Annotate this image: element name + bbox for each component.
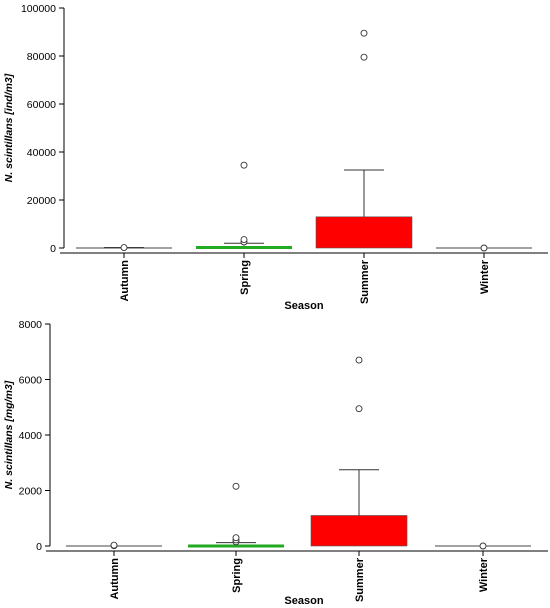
outlier-point [360, 29, 368, 37]
box-autumn [66, 541, 162, 550]
x-tick-label: Spring [239, 260, 251, 295]
y-tick-label: 40000 [27, 147, 56, 159]
y-tick-label: 4000 [19, 430, 43, 442]
x-axis-title: Season [284, 300, 323, 312]
y-tick-label: 100000 [21, 3, 56, 15]
x-tick-label: Winter [478, 557, 490, 592]
y-axis-title: N. scintillans [ind/m3] [3, 73, 15, 182]
x-tick-label: Autumn [109, 558, 121, 600]
box-spring [196, 161, 292, 250]
x-tick-label: Spring [231, 558, 243, 593]
outlier-point [240, 236, 248, 244]
chart-panel-biomass: 0 2000 4000 6000 8000 N. scintillans [mg/m3] A… [3, 319, 548, 607]
x-axis-title: Season [284, 595, 323, 607]
x-tick-label: Winter [479, 259, 491, 294]
y-tick-label: 2000 [19, 486, 43, 498]
box-winter [436, 244, 532, 252]
outlier-point [355, 356, 363, 364]
y-tick-label: 8000 [19, 319, 43, 331]
chart-panel-abundance: 0 20000 40000 60000 80000 100000 N. scintillan… [3, 3, 548, 312]
box-summer [310, 356, 408, 547]
y-tick-label: 0 [36, 541, 42, 553]
box-spring [188, 482, 284, 548]
outlier-point [479, 542, 487, 550]
outlier-point [480, 244, 488, 252]
outlier-point [120, 244, 128, 251]
y-tick-label: 60000 [27, 99, 56, 111]
y-tick-label: 6000 [19, 375, 43, 387]
y-tick-label: 80000 [27, 51, 56, 63]
x-tick-label: Autumn [119, 260, 131, 302]
y-tick-label: 0 [50, 243, 56, 255]
box-winter [435, 542, 531, 550]
outlier-point [110, 541, 118, 549]
outlier-point [360, 53, 368, 61]
outlier-point [240, 161, 248, 169]
box-body [315, 216, 413, 249]
outlier-point [232, 534, 240, 542]
box-summer [315, 29, 413, 249]
box-body [310, 515, 408, 547]
outlier-point [355, 405, 363, 413]
y-tick-label: 20000 [27, 195, 56, 207]
x-tick-label: Summer [359, 259, 371, 304]
outlier-point [232, 482, 240, 490]
box-autumn [76, 244, 172, 251]
y-axis-title: N. scintillans [mg/m3] [3, 380, 15, 489]
x-tick-label: Summer [354, 557, 366, 602]
